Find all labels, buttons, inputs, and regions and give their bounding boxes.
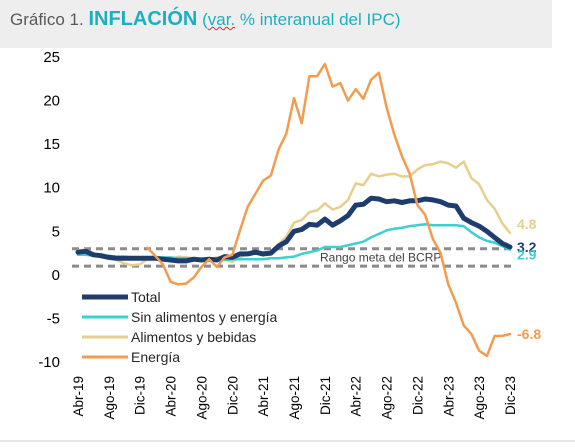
end-label-energia: -6.8 [517,326,541,342]
x-tick-label: Abr-20 [164,376,179,417]
title-prefix: Gráfico 1. [10,10,84,29]
end-label-alimentos-y-bebidas: 4.8 [517,216,537,232]
y-tick-label: -5 [47,310,60,327]
legend-label-sin-alimentos-y-energia: Sin alimentos y energía [131,309,278,325]
x-tick-label: Ago-22 [380,376,395,420]
y-tick-label: 15 [43,136,60,153]
legend-label-alimentos-y-bebidas: Alimentos y bebidas [131,329,256,345]
y-tick-label: 20 [43,93,60,110]
legend-label-total: Total [131,289,161,305]
title-subtitle: (var. % interanual del IPC) [202,10,401,29]
end-label-sin-alimentos-y-energia: 2.9 [517,247,537,263]
target-band: Rango meta del BCRP [72,247,516,268]
x-tick-label: Dic-21 [318,376,333,415]
title-main: INFLACIÓN [88,8,198,30]
legend-label-energia: Energía [131,349,180,365]
bottom-divider [0,440,575,442]
x-tick-label: Dic-20 [225,376,240,415]
title-bar: Gráfico 1. INFLACIÓN (var. % interanual … [0,0,552,48]
x-tick-label: Ago-21 [287,376,302,420]
series-layer [75,62,513,358]
x-tick-label: Abr-23 [441,376,456,417]
x-tick-label: Abr-19 [71,376,86,417]
end-labels: 3.22.9 4.8 -6.8 [517,216,541,342]
y-tick-label: 25 [43,49,60,66]
legend: Total Sin alimentos y energía Alimentos y … [82,289,278,365]
y-tick-label: 10 [43,180,60,197]
series-line-total [75,195,513,264]
y-axis: -10 -5 0 5 10 15 20 25 [38,49,60,371]
y-tick-label: -10 [38,354,60,371]
x-tick-label: Ago-23 [472,376,487,420]
x-tick-label: Ago-19 [102,376,117,420]
series-line-energia [146,62,512,358]
x-tick-label: Ago-20 [194,376,209,420]
x-tick-label: Dic-23 [503,376,518,415]
target-band-label: Rango meta del BCRP [320,250,441,264]
x-tick-label: Dic-19 [133,376,148,415]
chart-title: Gráfico 1. INFLACIÓN (var. % interanual … [10,8,401,31]
end-label-total: 3.2 [517,239,537,255]
x-axis: Abr-19 Ago-19 Dic-19 Abr-20 Ago-20 Dic-20 Abr-… [71,376,518,420]
x-tick-label: Abr-21 [256,376,271,417]
y-tick-label: 5 [52,223,60,240]
y-tick-label: 0 [52,267,60,284]
x-tick-label: Abr-22 [349,376,364,417]
x-tick-label: Dic-22 [410,376,425,415]
